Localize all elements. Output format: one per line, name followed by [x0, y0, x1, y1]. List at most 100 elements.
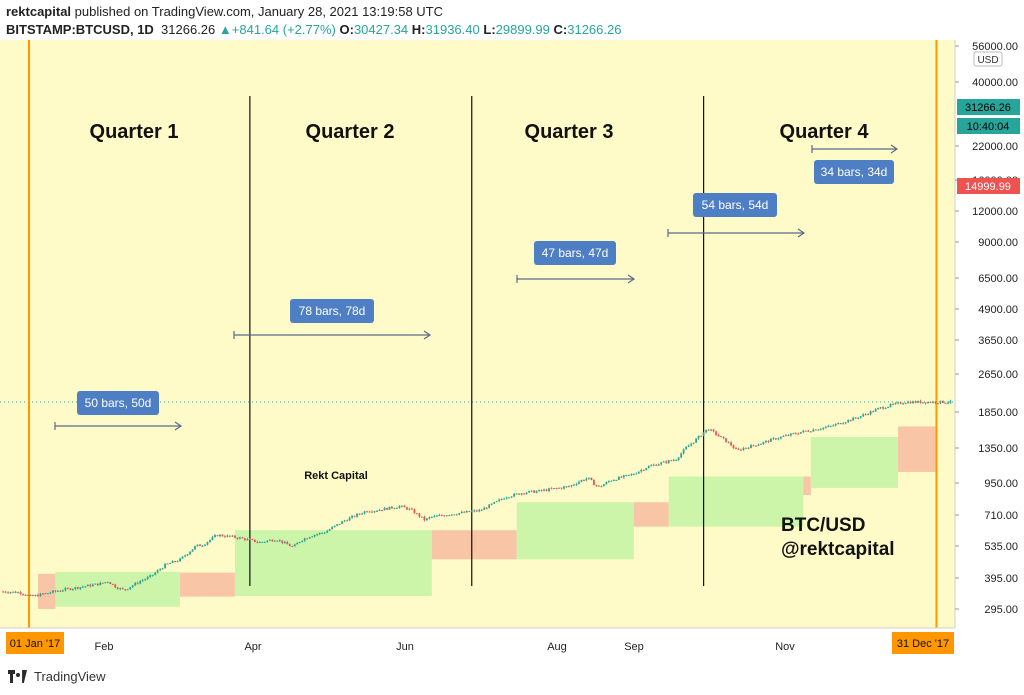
candle-body [632, 474, 635, 476]
candle-body [363, 511, 366, 514]
candle-body [129, 587, 132, 590]
arrow-head-icon [890, 144, 899, 154]
candle-body [47, 593, 49, 595]
candle-body [406, 507, 408, 510]
candle-body [64, 588, 67, 591]
price-tick-label: 22000.00 [972, 141, 1018, 153]
candle-body [22, 593, 24, 595]
candle-body [767, 440, 770, 442]
candle-body [358, 513, 361, 515]
price-tag[interactable] [957, 99, 1020, 115]
candle-body [191, 549, 194, 552]
candle-body [234, 535, 236, 538]
candle-body [57, 590, 59, 592]
candle-body [321, 532, 324, 534]
candle-body [52, 590, 54, 593]
price-chart[interactable]: Quarter 1 Quarter 2 Quarter 3 Quarter 4 50 b… [0, 40, 1024, 663]
candle-body [528, 490, 530, 493]
candle-body [393, 508, 396, 510]
candle-body [523, 493, 526, 495]
candle-body [258, 542, 261, 544]
symbol-label[interactable]: BITSTAMP:BTCUSD, 1D [6, 22, 154, 37]
candle-body [74, 587, 77, 589]
candle-body [530, 490, 533, 492]
candle-body [882, 407, 884, 409]
candle-body [166, 563, 169, 565]
candle-body [852, 417, 855, 421]
tradingview-mark-icon [8, 670, 28, 683]
candle-body [640, 469, 643, 472]
candle-body [211, 537, 214, 540]
candle-body [583, 479, 585, 481]
price-tick-label: 295.00 [984, 604, 1018, 616]
candle-body [949, 400, 952, 403]
candle-body [209, 539, 211, 542]
price-axis[interactable] [955, 40, 1024, 628]
date-marker-box[interactable] [6, 632, 64, 654]
tradingview-logo[interactable]: TradingView [8, 669, 106, 684]
candle-body [386, 507, 388, 510]
candle-body [7, 592, 9, 594]
candle-body [752, 444, 755, 446]
candle-body [116, 587, 119, 590]
range-label-box [534, 241, 616, 265]
candle-body [224, 536, 226, 538]
candle-body [331, 527, 334, 530]
candle-body [343, 520, 346, 522]
price-tag[interactable] [957, 118, 1020, 134]
candle-body [326, 530, 329, 533]
candle-body [111, 583, 114, 585]
candle-body [814, 429, 817, 431]
range-label-3: 47 bars, 47d [542, 246, 609, 260]
candle-body [787, 435, 790, 437]
candle-body [114, 584, 117, 588]
candle-body [96, 583, 99, 586]
candle-body [602, 484, 605, 487]
candle-body [346, 520, 349, 522]
candle-body [847, 419, 850, 423]
candle-body [29, 595, 32, 597]
price-tag[interactable] [957, 178, 1020, 194]
candle-body [91, 584, 94, 587]
price-tick-label: 3650.00 [978, 335, 1018, 347]
candle-body [670, 460, 673, 462]
candle-body [194, 546, 196, 550]
candle-body [580, 479, 583, 482]
candle-body [485, 507, 488, 509]
candle-body [401, 505, 403, 507]
candle-body [443, 515, 446, 517]
currency-box[interactable] [973, 51, 1003, 67]
candle-body [784, 435, 787, 437]
candle-body [622, 475, 625, 478]
candle-body [174, 561, 176, 563]
candle-body [747, 447, 750, 449]
candles [2, 399, 952, 597]
time-axis[interactable] [0, 628, 1024, 663]
candle-body [937, 403, 939, 405]
candle-body [86, 584, 89, 587]
author-name[interactable]: rektcapital [6, 4, 72, 19]
candle-body [328, 529, 331, 531]
candle-body [381, 510, 383, 512]
candle-body [904, 403, 907, 405]
candle-body [141, 580, 144, 582]
price-tick-label: 40000.00 [972, 77, 1018, 89]
candle-body [854, 417, 857, 419]
candle-body [662, 461, 665, 463]
candle-body [495, 501, 498, 503]
candle-body [844, 422, 847, 424]
candle-body [24, 594, 27, 596]
candle-body [518, 493, 521, 495]
candle-body [799, 432, 802, 434]
date-marker-box[interactable] [892, 632, 954, 654]
time-tick-label: Apr [244, 641, 261, 653]
candle-body [570, 485, 573, 487]
candle-body [675, 459, 678, 461]
candle-body [333, 525, 336, 528]
price-tick-label: 12000.00 [972, 206, 1018, 218]
candle-body [710, 429, 712, 431]
candle-body [411, 508, 413, 510]
candle-body [607, 481, 610, 483]
candle-body [543, 489, 545, 491]
candle-body [929, 401, 932, 403]
